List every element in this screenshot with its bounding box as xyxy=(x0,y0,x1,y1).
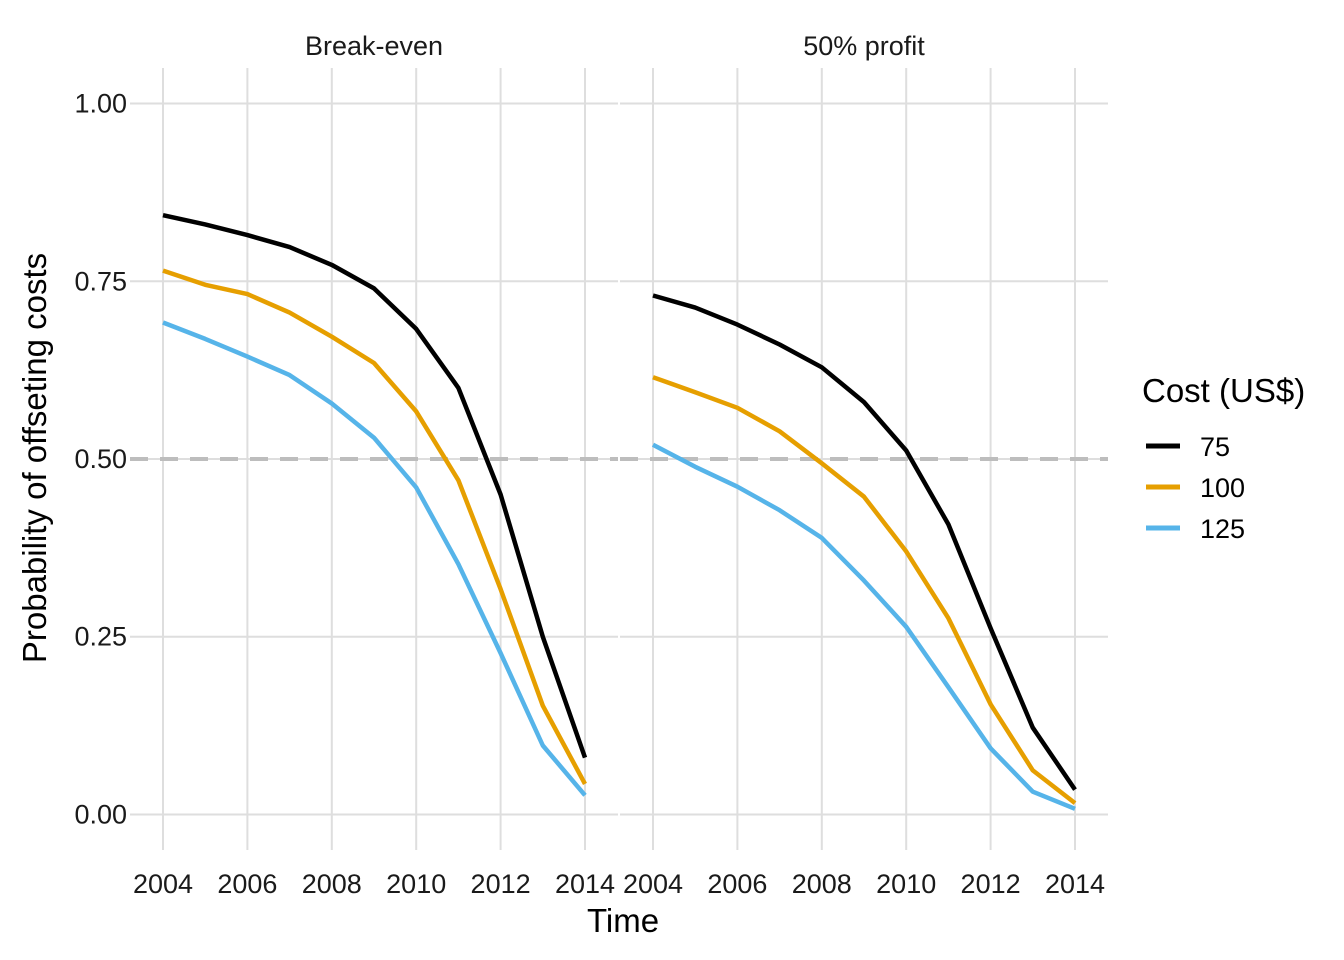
x-tick-label: 2010 xyxy=(876,869,936,899)
x-tick-label: 2014 xyxy=(555,869,615,899)
chart-panels: Break-even 0.00 0.25 0.50 0.75 1.00 2004 2006 20… xyxy=(74,31,1108,899)
y-tick-label: 0.00 xyxy=(74,799,127,829)
x-tick-label: 2004 xyxy=(623,869,683,899)
x-tick-label: 2006 xyxy=(707,869,767,899)
y-tick-label: 0.75 xyxy=(74,266,127,296)
y-tick-label: 0.50 xyxy=(74,444,127,474)
legend-label: 75 xyxy=(1200,432,1230,462)
series-line-100 xyxy=(652,375,1077,805)
x-tick-label: 2012 xyxy=(471,869,531,899)
legend-label: 125 xyxy=(1200,514,1245,544)
x-tick-label: 2012 xyxy=(961,869,1021,899)
x-tick-label: 2004 xyxy=(133,869,193,899)
x-tick-label: 2008 xyxy=(792,869,852,899)
legend-title: Cost (US$) xyxy=(1142,372,1305,409)
series-line-75 xyxy=(162,213,588,759)
facet-title: Break-even xyxy=(305,31,443,61)
y-axis-title: Probability of offseting costs xyxy=(16,253,53,663)
panel-1: Break-even 0.00 0.25 0.50 0.75 1.00 2004 2006 20… xyxy=(74,31,618,899)
panel-2: 50% profit 2004 2006 2008 2010 2012 2014 xyxy=(620,31,1108,899)
y-tick-label: 0.25 xyxy=(74,622,127,652)
y-tick-label: 1.00 xyxy=(74,89,127,119)
legend: Cost (US$) 75 100 125 xyxy=(1142,372,1305,544)
series-line-100 xyxy=(162,268,587,785)
legend-label: 100 xyxy=(1200,473,1245,503)
series-line-125 xyxy=(651,442,1076,811)
x-tick-label: 2008 xyxy=(302,869,362,899)
x-tick-label: 2014 xyxy=(1045,869,1105,899)
x-tick-label: 2010 xyxy=(386,869,446,899)
facet-title: 50% profit xyxy=(803,31,925,61)
x-axis-title: Time xyxy=(587,902,659,939)
series-line-125 xyxy=(162,320,587,797)
x-tick-label: 2006 xyxy=(217,869,277,899)
series-line-75 xyxy=(652,293,1077,791)
